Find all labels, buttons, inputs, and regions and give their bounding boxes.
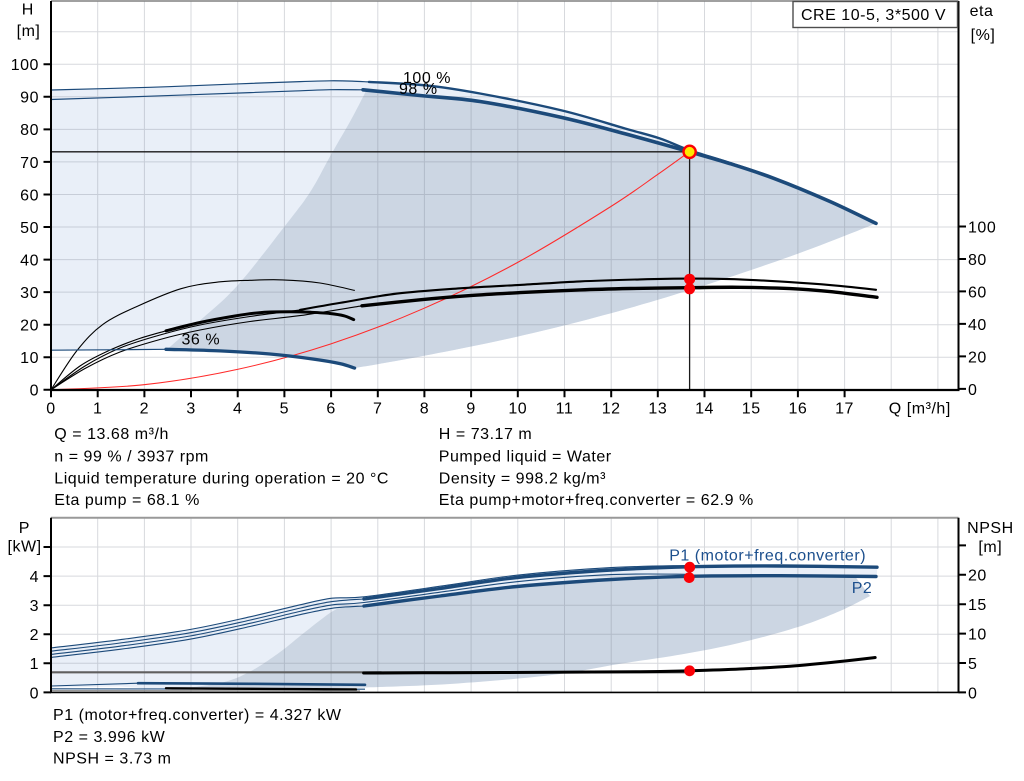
svg-text:Q [m³/h]: Q [m³/h] [889,400,951,417]
svg-text:NPSH: NPSH [967,520,1014,537]
svg-text:0: 0 [968,685,977,702]
svg-text:100: 100 [968,219,996,236]
svg-text:9: 9 [466,400,475,417]
svg-text:15: 15 [742,400,761,417]
svg-text:[m]: [m] [17,23,41,40]
svg-text:40: 40 [968,317,987,334]
svg-text:14: 14 [695,400,714,417]
svg-text:12: 12 [602,400,621,417]
svg-text:3: 3 [30,598,39,615]
svg-text:Pumped liquid = Water: Pumped liquid = Water [439,449,612,466]
svg-text:20: 20 [20,318,39,335]
svg-text:4: 4 [30,569,39,586]
svg-text:20: 20 [968,349,987,366]
svg-text:H: H [22,2,34,19]
svg-text:30: 30 [20,285,39,302]
svg-text:0: 0 [46,400,55,417]
svg-text:17: 17 [835,400,854,417]
svg-text:80: 80 [20,122,39,139]
svg-text:50: 50 [20,220,39,237]
svg-text:P: P [19,520,30,537]
svg-text:CRE 10-5, 3*500 V: CRE 10-5, 3*500 V [801,7,946,24]
svg-text:11: 11 [556,400,574,417]
svg-text:5: 5 [968,656,977,673]
svg-text:[m]: [m] [978,539,1002,556]
svg-text:5: 5 [280,400,289,417]
svg-text:[kW]: [kW] [8,538,42,555]
svg-text:Q = 13.68 m³/h: Q = 13.68 m³/h [54,426,169,443]
svg-text:15: 15 [968,597,987,614]
svg-text:P1 (motor+freq.converter) = 4.: P1 (motor+freq.converter) = 4.327 kW [53,707,342,724]
svg-text:80: 80 [968,252,987,269]
svg-text:eta: eta [970,3,994,20]
svg-text:70: 70 [20,155,39,172]
svg-text:Eta pump+motor+freq.converter: Eta pump+motor+freq.converter = 62.9 % [439,492,754,509]
svg-text:40: 40 [20,252,39,269]
svg-text:4: 4 [233,400,242,417]
svg-text:Density = 998.2 kg/m³: Density = 998.2 kg/m³ [439,470,606,487]
svg-text:90: 90 [20,90,39,107]
svg-text:60: 60 [968,284,987,301]
svg-text:100: 100 [11,57,39,74]
svg-text:100 %: 100 % [403,70,451,87]
svg-text:0: 0 [968,382,977,399]
svg-text:10: 10 [968,626,987,643]
svg-text:3: 3 [186,400,195,417]
svg-text:P2 = 3.996 kW: P2 = 3.996 kW [53,729,166,746]
svg-text:1: 1 [30,656,39,673]
svg-text:P2: P2 [852,580,873,597]
svg-text:2: 2 [140,400,149,417]
svg-text:0: 0 [30,383,39,400]
svg-text:13: 13 [648,400,667,417]
svg-text:6: 6 [326,400,335,417]
svg-text:10: 10 [508,400,527,417]
svg-text:n = 99 % / 3937 rpm: n = 99 % / 3937 rpm [54,449,209,466]
svg-text:Liquid temperature during oper: Liquid temperature during operation = 20… [54,470,389,487]
svg-text:1: 1 [93,400,102,417]
svg-text:10: 10 [20,350,39,367]
svg-text:60: 60 [20,187,39,204]
svg-text:H = 73.17 m: H = 73.17 m [439,426,532,443]
svg-text:NPSH = 3.73 m: NPSH = 3.73 m [53,750,172,767]
svg-text:7: 7 [373,400,382,417]
svg-text:P1 (motor+freq.converter): P1 (motor+freq.converter) [669,547,866,564]
svg-text:8: 8 [420,400,429,417]
svg-text:[%]: [%] [971,27,996,44]
svg-text:16: 16 [788,400,807,417]
svg-text:36 %: 36 % [182,332,221,349]
svg-text:0: 0 [30,685,39,702]
svg-text:98 %: 98 % [399,81,438,98]
svg-text:Eta pump = 68.1 %: Eta pump = 68.1 % [54,492,200,509]
svg-text:20: 20 [968,568,987,585]
svg-text:2: 2 [30,627,39,644]
